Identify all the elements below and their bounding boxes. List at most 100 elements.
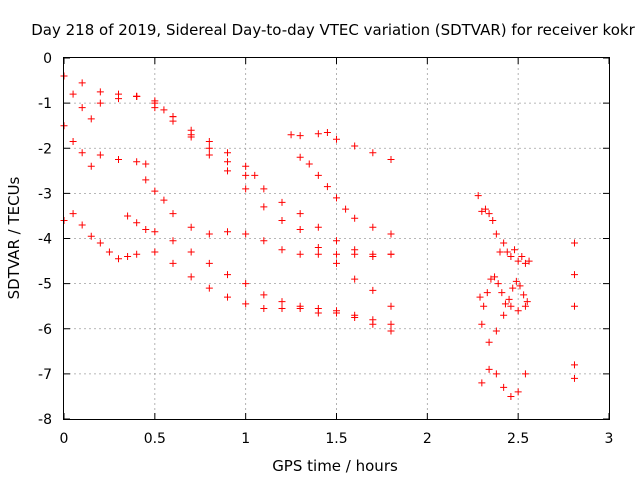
data-point [251, 171, 259, 179]
data-point [260, 203, 268, 211]
data-point [387, 320, 395, 328]
data-point [96, 151, 104, 159]
data-point [518, 253, 526, 261]
data-point [305, 160, 313, 168]
data-point [485, 338, 493, 346]
data-point [514, 388, 522, 396]
data-point [498, 289, 506, 297]
data-point [296, 132, 304, 140]
data-point [387, 156, 395, 164]
data-point [205, 137, 213, 145]
data-point [314, 171, 322, 179]
data-point [500, 311, 508, 319]
data-point [314, 250, 322, 258]
data-point [296, 153, 304, 161]
data-point [169, 259, 177, 267]
y-tick-label: -3 [38, 186, 52, 202]
x-axis-label: GPS time / hours [272, 457, 398, 475]
data-point [187, 273, 195, 281]
data-point [523, 298, 531, 306]
data-point [278, 246, 286, 254]
data-point [260, 304, 268, 312]
data-point [287, 131, 295, 139]
data-point [570, 271, 578, 279]
y-tick-label: -1 [38, 96, 52, 112]
data-point [169, 237, 177, 245]
data-point [115, 95, 122, 103]
data-point [369, 320, 377, 328]
data-point [351, 275, 359, 283]
data-point [509, 284, 517, 292]
data-point [296, 210, 304, 218]
series-cluster-2.3-2.6 [474, 192, 533, 400]
data-point [105, 248, 113, 256]
data-point [485, 365, 493, 373]
data-point [369, 250, 377, 258]
data-point [224, 149, 231, 157]
data-point [314, 130, 322, 138]
data-point [507, 253, 515, 261]
x-tick-label: 1.5 [325, 431, 347, 447]
data-point [278, 298, 286, 306]
data-point [511, 246, 519, 254]
data-point [260, 291, 268, 299]
data-point [483, 289, 491, 297]
y-tick-label: 0 [43, 51, 52, 67]
data-point [242, 300, 250, 308]
data-point [387, 250, 395, 258]
data-point [151, 99, 159, 107]
data-point [570, 361, 578, 369]
data-point [369, 223, 377, 231]
data-point [333, 135, 340, 143]
data-point [485, 210, 493, 218]
data-point [491, 273, 499, 281]
data-point [387, 302, 395, 310]
data-point [242, 280, 250, 288]
series-arc-9 [296, 153, 395, 238]
data-point [124, 253, 132, 261]
data-point [333, 309, 340, 317]
data-point [133, 219, 141, 227]
x-tick-label: 3 [605, 431, 614, 447]
data-point [242, 230, 250, 238]
data-point [333, 237, 340, 245]
data-point [478, 207, 486, 215]
series-arc-5 [142, 176, 395, 258]
data-point [169, 113, 177, 121]
data-point [314, 244, 322, 252]
data-point [570, 239, 578, 247]
data-point [478, 320, 486, 328]
data-point [481, 205, 489, 213]
data-point [487, 275, 495, 283]
data-point [351, 214, 359, 222]
data-point [142, 160, 150, 168]
data-point [224, 228, 231, 236]
data-point [133, 158, 141, 166]
data-point [124, 212, 132, 220]
data-point [205, 230, 213, 238]
data-point [224, 271, 231, 279]
data-point [501, 300, 509, 308]
data-point [133, 92, 141, 100]
series-arc-4 [60, 122, 150, 170]
data-point [323, 128, 331, 136]
data-point [169, 210, 177, 218]
data-point [69, 210, 77, 218]
data-point [260, 185, 268, 193]
data-point [521, 259, 529, 267]
y-tick-label: -2 [38, 141, 52, 157]
data-point [87, 115, 95, 123]
data-point [496, 248, 504, 256]
data-point [480, 302, 488, 310]
x-tick-label: 1 [241, 431, 250, 447]
data-point [494, 280, 502, 288]
chart-title: Day 218 of 2019, Sidereal Day-to-day VTE… [31, 21, 635, 39]
data-point [296, 250, 304, 258]
data-point [387, 230, 395, 238]
data-point [160, 196, 168, 204]
data-point [369, 149, 377, 157]
data-point [514, 307, 522, 315]
data-point [78, 221, 86, 229]
